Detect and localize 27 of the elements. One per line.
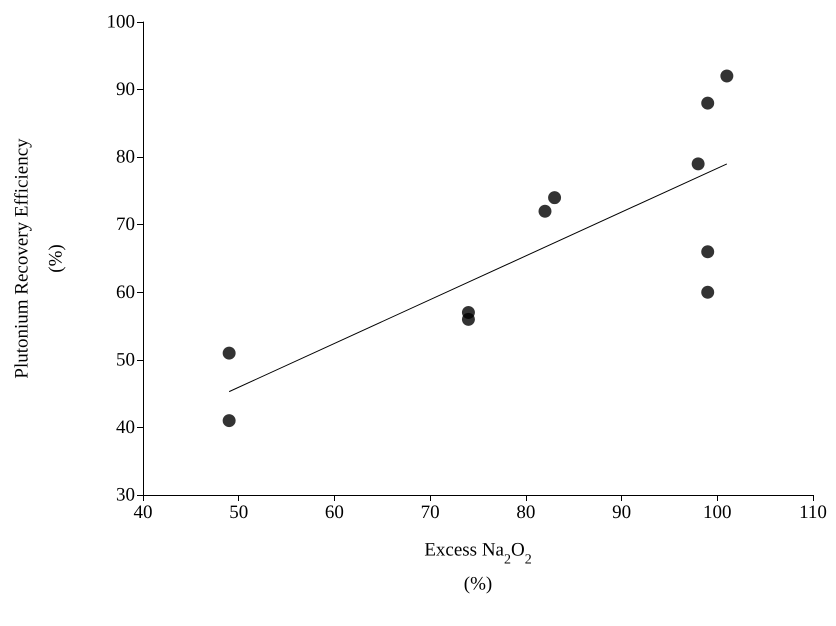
- y-tick-label: 90: [116, 79, 135, 100]
- x-tick-label: 70: [420, 502, 440, 523]
- point: [701, 286, 714, 299]
- x-tick-label: 110: [799, 502, 827, 523]
- point: [720, 70, 734, 83]
- y-tick-label: 100: [106, 12, 135, 32]
- x-tick-label: 100: [703, 502, 732, 523]
- point: [701, 96, 714, 110]
- y-tick-label: 50: [116, 349, 135, 370]
- x-tick-label: 50: [229, 502, 248, 523]
- point: [692, 157, 705, 170]
- x-tick-label: 60: [324, 502, 344, 523]
- point: [462, 312, 475, 326]
- y-tick-label: 30: [116, 484, 135, 506]
- point: [538, 204, 552, 218]
- point: [222, 414, 236, 428]
- y-tick-label: 80: [116, 146, 135, 168]
- point: [701, 245, 714, 258]
- y-tick-label: 60: [116, 282, 135, 303]
- point: [222, 346, 236, 360]
- y-tick-label: 40: [116, 416, 135, 438]
- y-axis-title: Plutonium Recovery Efficiency (%): [12, 138, 66, 379]
- x-tick-label: 40: [134, 502, 152, 523]
- point: [548, 191, 562, 204]
- y-tick-label: 70: [116, 214, 135, 236]
- x-tick-label: 90: [612, 502, 632, 523]
- x-tick-label: 80: [516, 502, 536, 523]
